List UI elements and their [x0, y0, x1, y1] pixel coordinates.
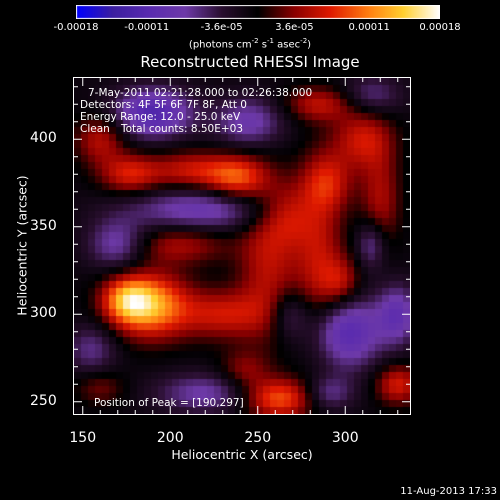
footer-timestamp: 11-Aug-2013 17:33	[400, 486, 497, 497]
heatmap-image	[74, 78, 410, 414]
annotation-time-range: 7-May-2011 02:21:28.000 to 02:26:38.000	[88, 87, 313, 99]
y-tick-label: 350	[30, 217, 57, 234]
x-tick-label: 200	[156, 430, 184, 446]
y-tick-label: 250	[30, 392, 57, 409]
colorbar-tick-label: 3.6e-05	[275, 22, 314, 33]
y-tick-label: 400	[30, 130, 57, 147]
annotation-detectors: Detectors: 4F 5F 6F 7F 8F, Att 0	[80, 99, 247, 111]
x-tick-label: 250	[244, 430, 272, 446]
plot-frame	[73, 77, 411, 415]
colorbar-unit-label: (photons cm-2 s-1 asec-2)	[188, 37, 312, 51]
x-axis-label: Heliocentric X (arcsec)	[171, 447, 313, 462]
colorbar-tick-label: -0.00011	[124, 22, 170, 33]
colorbar-tick-label: -3.6e-05	[200, 22, 243, 33]
chart-title: Reconstructed RHESSI Image	[140, 53, 360, 71]
colorbar-gradient	[76, 5, 440, 19]
annotation-total-counts: Total counts: 8.50E+03	[121, 123, 244, 135]
colorbar-tick-label: -0.00018	[53, 22, 99, 33]
x-tick-label: 150	[69, 430, 97, 446]
x-tick-label: 300	[331, 430, 359, 446]
annotation-clean: Clean	[80, 123, 110, 135]
y-tick-label: 300	[30, 305, 57, 322]
colorbar-tick-label: 0.00018	[419, 22, 461, 33]
y-axis-label: Heliocentric Y (arcsec)	[14, 175, 30, 316]
colorbar-tick-label: 0.00011	[348, 22, 390, 33]
annotation-peak-position: Position of Peak = [190,297]	[94, 397, 244, 409]
annotation-energy-range: Energy Range: 12.0 - 25.0 keV	[80, 111, 241, 123]
